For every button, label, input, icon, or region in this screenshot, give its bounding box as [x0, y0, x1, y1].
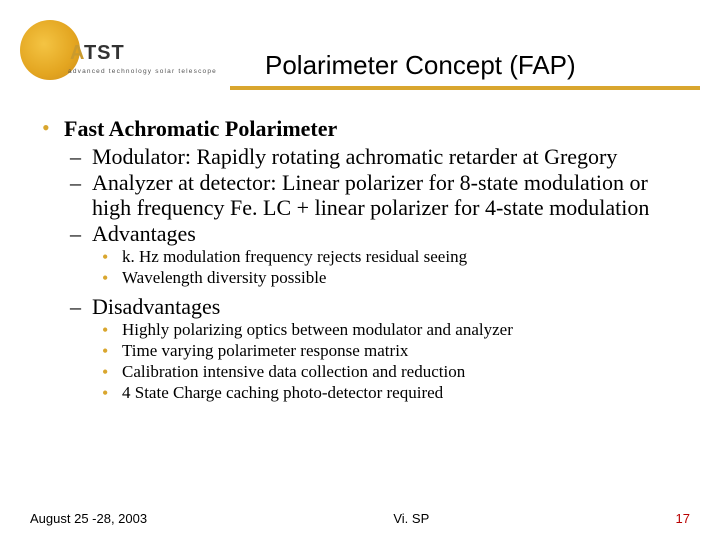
bullet-l2: Analyzer at detector: Linear polarizer f…: [40, 170, 690, 220]
l2-text: Analyzer at detector: Linear polarizer f…: [92, 170, 649, 220]
title-underline: [230, 86, 700, 90]
footer: August 25 -28, 2003 Vi. SP 17: [0, 511, 720, 526]
l2-text: Advantages: [92, 221, 196, 246]
bullet-l3: Calibration intensive data collection an…: [40, 362, 690, 382]
l3-text: Wavelength diversity possible: [122, 268, 326, 287]
l3-text: Calibration intensive data collection an…: [122, 362, 465, 381]
page-number: 17: [676, 511, 690, 526]
bullet-l3: Highly polarizing optics between modulat…: [40, 320, 690, 340]
l3-text: Highly polarizing optics between modulat…: [122, 320, 513, 339]
footer-date: August 25 -28, 2003: [30, 511, 147, 526]
logo-subtitle: advanced technology solar telescope: [68, 68, 217, 75]
l1-text: Fast Achromatic Polarimeter: [64, 116, 337, 141]
l2-text: Modulator: Rapidly rotating achromatic r…: [92, 144, 617, 169]
bullet-l2: Advantages: [40, 221, 690, 246]
bullet-l3: 4 State Charge caching photo-detector re…: [40, 383, 690, 403]
footer-center: Vi. SP: [393, 511, 429, 526]
logo: ATST advanced technology solar telescope: [20, 20, 220, 90]
bullet-l2: Modulator: Rapidly rotating achromatic r…: [40, 144, 690, 169]
bullet-l3: k. Hz modulation frequency rejects resid…: [40, 247, 690, 267]
slide-title: Polarimeter Concept (FAP): [265, 50, 576, 81]
bullet-l2: Disadvantages: [40, 294, 690, 319]
bullet-l3: Time varying polarimeter response matrix: [40, 341, 690, 361]
slide-content: Fast Achromatic Polarimeter Modulator: R…: [40, 116, 690, 403]
logo-text: ATST: [70, 42, 125, 65]
l2-text: Disadvantages: [92, 294, 220, 319]
bullet-l3: Wavelength diversity possible: [40, 268, 690, 288]
l3-text: 4 State Charge caching photo-detector re…: [122, 383, 443, 402]
l3-text: Time varying polarimeter response matrix: [122, 341, 408, 360]
l3-text: k. Hz modulation frequency rejects resid…: [122, 247, 467, 266]
bullet-l1: Fast Achromatic Polarimeter: [40, 116, 690, 142]
